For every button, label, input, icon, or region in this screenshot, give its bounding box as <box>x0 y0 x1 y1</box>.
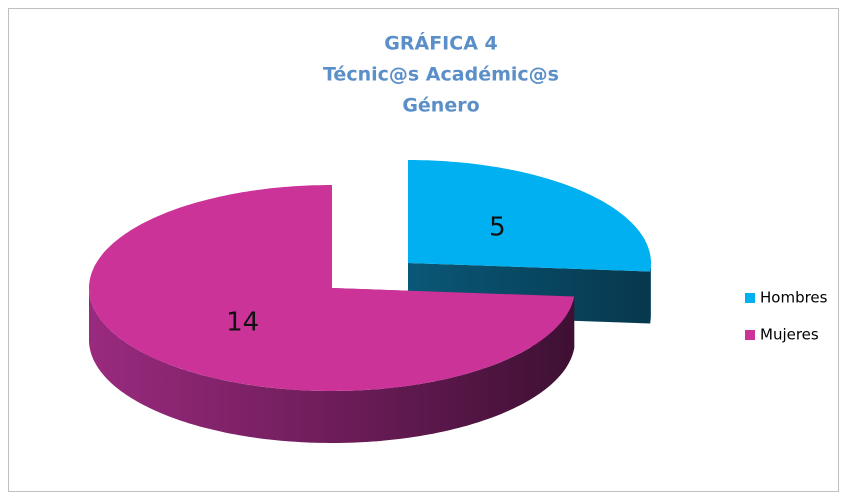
slice <box>89 185 575 391</box>
chart-title: Técnic@s Académic@s <box>323 64 559 86</box>
chart-title: Género <box>402 95 479 117</box>
slice-side <box>650 263 651 324</box>
slice-side <box>89 288 575 443</box>
legend-swatch <box>745 330 755 340</box>
data-label: 14 <box>226 307 259 337</box>
chart-title: GRÁFICA 4 <box>384 32 497 55</box>
data-label: 5 <box>489 213 506 243</box>
slice <box>408 160 651 272</box>
legend-swatch <box>745 293 755 303</box>
legend-label: Mujeres <box>760 326 819 344</box>
legend-label: Hombres <box>760 289 828 307</box>
